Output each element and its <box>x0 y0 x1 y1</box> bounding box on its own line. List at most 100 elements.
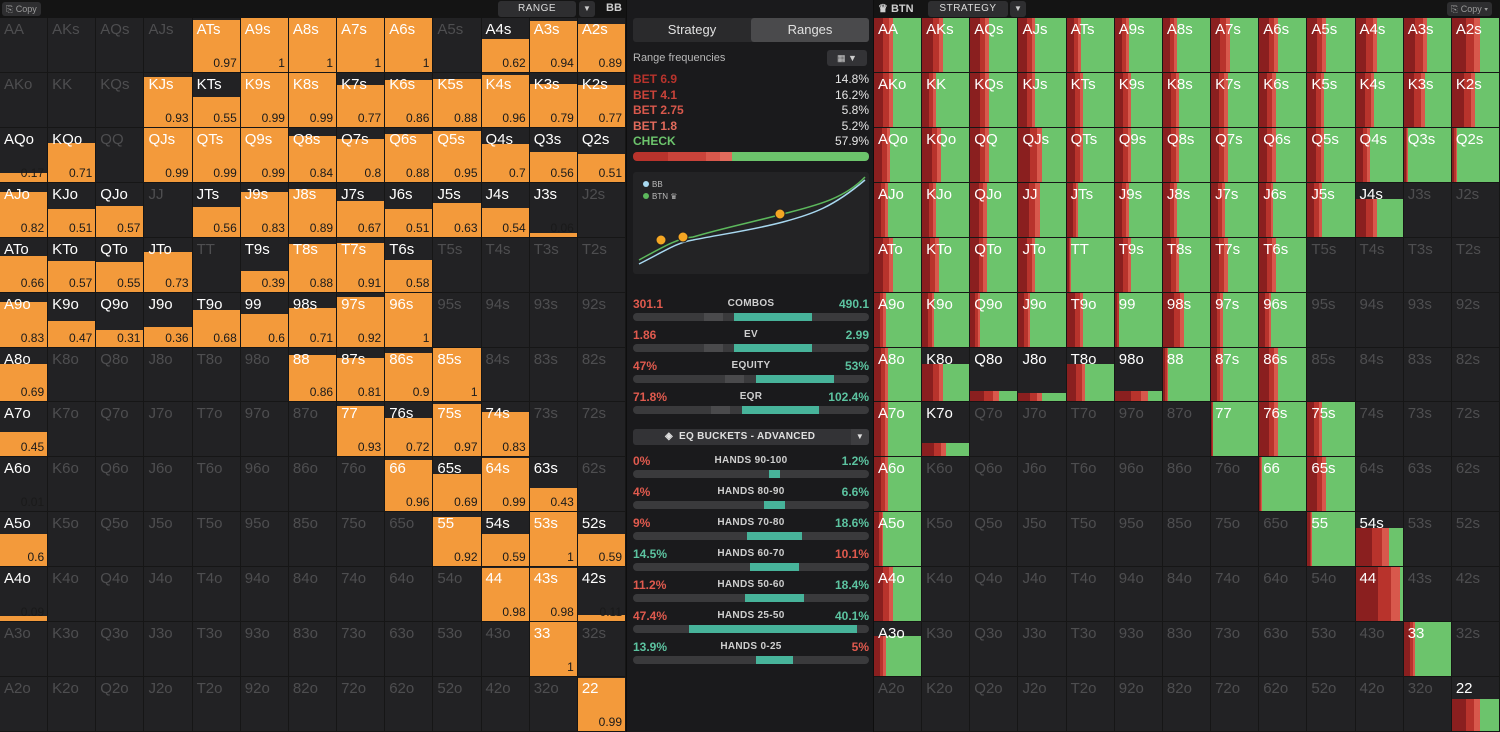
strategy-cell[interactable]: 85s <box>1307 347 1356 403</box>
strategy-cell[interactable]: A8o <box>874 347 923 403</box>
strategy-cell[interactable]: 83o <box>1162 622 1212 678</box>
range-cell[interactable]: J8s 0.89 <box>288 182 338 238</box>
strategy-cell[interactable]: A7o <box>874 402 923 458</box>
range-cell[interactable]: 43s 0.98 <box>529 567 578 623</box>
range-cell[interactable]: 55 0.92 <box>433 512 482 568</box>
strategy-cell[interactable]: J2s <box>1451 182 1500 238</box>
strategy-cell[interactable]: 93o <box>1114 622 1163 678</box>
range-cell[interactable]: T2s <box>577 237 626 293</box>
strategy-cell[interactable]: T8o <box>1066 347 1115 403</box>
strategy-cell[interactable]: A8s <box>1162 18 1212 73</box>
strategy-cell[interactable]: Q5o <box>970 512 1019 568</box>
strategy-cell[interactable]: AKs <box>922 18 971 73</box>
range-cell[interactable]: 73s <box>529 402 578 458</box>
range-cell[interactable]: TT <box>192 237 241 293</box>
tab-strategy[interactable]: Strategy <box>667 22 717 37</box>
strategy-cell[interactable]: T2s <box>1451 237 1500 293</box>
range-cell[interactable]: T3o <box>192 622 241 678</box>
strategy-cell[interactable]: 66 <box>1259 457 1308 513</box>
range-cell[interactable]: Q6o <box>96 457 145 513</box>
range-cell[interactable]: 84o <box>288 567 338 623</box>
strategy-cell[interactable]: 62o <box>1259 677 1308 732</box>
range-cell[interactable]: K4s 0.96 <box>481 72 530 128</box>
strategy-cell[interactable]: K4o <box>922 567 971 623</box>
strategy-cell[interactable]: K7s <box>1211 72 1260 128</box>
range-cell[interactable]: 53s 1 <box>529 512 578 568</box>
range-cell[interactable]: K7o <box>48 402 97 458</box>
range-cell[interactable]: K3o <box>48 622 97 678</box>
strategy-cell[interactable]: A9s <box>1114 18 1163 73</box>
strategy-cell[interactable]: AJo <box>874 182 923 238</box>
range-cell[interactable]: 85s 1 <box>433 347 482 403</box>
range-cell[interactable]: 42s 0.11 <box>577 567 626 623</box>
range-cell[interactable]: K5o <box>48 512 97 568</box>
range-cell[interactable]: T5s <box>433 237 482 293</box>
range-cell[interactable]: 44 0.98 <box>481 567 530 623</box>
range-cell[interactable]: QQ <box>96 127 145 183</box>
strategy-cell[interactable]: K5o <box>922 512 971 568</box>
strategy-cell[interactable]: J5o <box>1018 512 1067 568</box>
strategy-cell[interactable]: T8s <box>1162 237 1212 293</box>
range-cell[interactable]: K8o <box>48 347 97 403</box>
strategy-cell[interactable]: 43s <box>1403 567 1452 623</box>
range-cell[interactable]: Q9s 0.99 <box>240 127 289 183</box>
strategy-cell[interactable]: J4s <box>1355 182 1404 238</box>
strategy-cell[interactable]: K5s <box>1307 72 1356 128</box>
strategy-cell[interactable]: 82s <box>1451 347 1500 403</box>
range-cell[interactable]: KTs 0.55 <box>192 72 241 128</box>
range-cell[interactable]: Q6s 0.88 <box>385 127 434 183</box>
range-cell[interactable]: 83o <box>288 622 338 678</box>
range-cell[interactable]: 95o <box>240 512 289 568</box>
strategy-cell[interactable]: T9s <box>1114 237 1163 293</box>
strategy-cell[interactable]: AKo <box>874 72 923 128</box>
strategy-cell[interactable]: T7s <box>1211 237 1260 293</box>
range-cell[interactable]: J2s <box>577 182 626 238</box>
strategy-cell[interactable]: K3s <box>1403 72 1452 128</box>
range-cell[interactable]: J6o <box>144 457 193 513</box>
strategy-cell[interactable]: 62s <box>1451 457 1500 513</box>
range-cell[interactable]: A9s 1 <box>240 18 289 73</box>
strategy-cell[interactable]: 87o <box>1162 402 1212 458</box>
strategy-cell[interactable]: Q5s <box>1307 127 1356 183</box>
strategy-cell[interactable]: 52s <box>1451 512 1500 568</box>
range-cell[interactable]: J7s 0.67 <box>337 182 386 238</box>
range-cell[interactable]: AJo 0.82 <box>0 182 49 238</box>
range-cell[interactable]: 77 0.93 <box>337 402 386 458</box>
strategy-cell[interactable]: J6o <box>1018 457 1067 513</box>
range-cell[interactable]: 54s 0.59 <box>481 512 530 568</box>
strategy-cell[interactable]: 97s <box>1211 292 1260 348</box>
strategy-cell[interactable]: A2s <box>1451 18 1500 73</box>
range-cell[interactable]: Q9o 0.31 <box>96 292 145 348</box>
range-cell[interactable]: 63o <box>385 622 434 678</box>
strategy-cell[interactable]: KK <box>922 72 971 128</box>
strategy-cell[interactable]: K3o <box>922 622 971 678</box>
range-cell[interactable]: A5o 0.6 <box>0 512 49 568</box>
range-cell[interactable]: J5o <box>144 512 193 568</box>
range-cell[interactable]: JJ <box>144 182 193 238</box>
range-cell[interactable]: QTs 0.99 <box>192 127 241 183</box>
marker-point[interactable] <box>774 208 786 220</box>
strategy-cell[interactable]: J9o <box>1018 292 1067 348</box>
range-cell[interactable]: Q3o <box>96 622 145 678</box>
range-cell[interactable]: 94o <box>240 567 289 623</box>
strategy-cell[interactable]: 32o <box>1403 677 1452 732</box>
range-cell[interactable]: KK <box>48 72 97 128</box>
range-cell[interactable]: 76s 0.72 <box>385 402 434 458</box>
range-cell[interactable]: JTo 0.73 <box>144 237 193 293</box>
strategy-cell[interactable]: KTo <box>922 237 971 293</box>
range-cell[interactable]: 87o <box>288 402 338 458</box>
strategy-cell[interactable]: 76s <box>1259 402 1308 458</box>
strategy-cell[interactable]: K4s <box>1355 72 1404 128</box>
strategy-cell[interactable]: QJs <box>1018 127 1067 183</box>
strategy-cell[interactable]: Q3s <box>1403 127 1452 183</box>
range-cell[interactable]: KQo 0.71 <box>48 127 97 183</box>
strategy-cell[interactable]: K2s <box>1451 72 1500 128</box>
range-cell[interactable]: Q4s 0.7 <box>481 127 530 183</box>
range-cell[interactable]: 86o <box>288 457 338 513</box>
range-cell[interactable]: 72s <box>577 402 626 458</box>
strategy-cell[interactable]: T3o <box>1066 622 1115 678</box>
strategy-cell[interactable]: 73s <box>1403 402 1452 458</box>
strategy-cell[interactable]: 84s <box>1355 347 1404 403</box>
range-cell[interactable]: Q2o <box>96 677 145 732</box>
range-cell[interactable]: 42o <box>481 677 530 732</box>
